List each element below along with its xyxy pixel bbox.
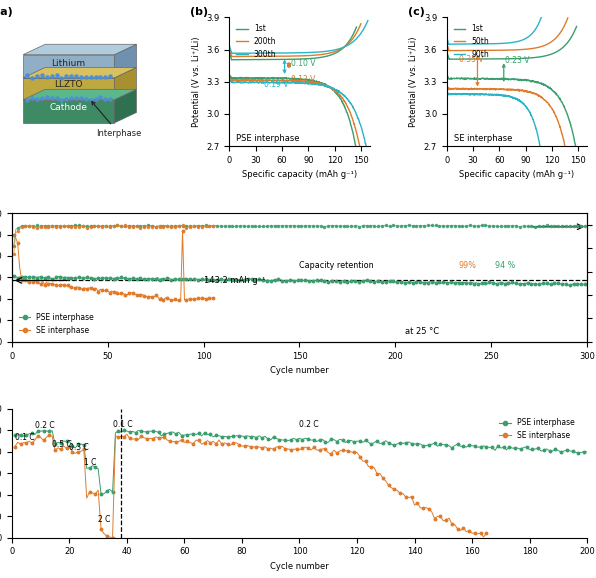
- Line: PSE interphase: PSE interphase: [14, 429, 588, 495]
- SE interphase: [117, 433, 125, 440]
- Text: (a): (a): [0, 7, 13, 17]
- PSE interphase: [98, 491, 105, 498]
- SE interphase: [46, 432, 53, 439]
- Polygon shape: [23, 90, 136, 100]
- Text: 0.5 C: 0.5 C: [52, 440, 72, 449]
- X-axis label: Cycle number: Cycle number: [270, 366, 329, 375]
- Text: 2 C: 2 C: [98, 515, 111, 524]
- Text: Interphase: Interphase: [92, 102, 141, 138]
- Text: 1 C: 1 C: [84, 458, 96, 466]
- PSE interphase: [11, 431, 18, 438]
- SE interphase: [11, 443, 18, 450]
- SE interphase: [10, 231, 17, 238]
- Text: at 25 °C: at 25 °C: [405, 327, 439, 336]
- Text: 94 %: 94 %: [495, 261, 516, 270]
- PSE interphase: [12, 273, 19, 280]
- Polygon shape: [114, 68, 136, 100]
- Text: Capacity retention: Capacity retention: [300, 261, 374, 270]
- PSE interphase: [169, 428, 176, 435]
- Text: 0.2 C: 0.2 C: [300, 420, 319, 429]
- Polygon shape: [23, 45, 136, 55]
- Text: SE interphase: SE interphase: [454, 134, 512, 143]
- PSE interphase: [560, 447, 567, 454]
- Y-axis label: Potential (V vs. Li⁺/Li): Potential (V vs. Li⁺/Li): [409, 36, 418, 127]
- PSE interphase: [541, 446, 548, 453]
- PSE interphase: [10, 273, 17, 280]
- Line: SE interphase: SE interphase: [14, 433, 488, 539]
- SE interphase: [34, 432, 41, 439]
- Polygon shape: [114, 45, 136, 78]
- PSE interphase: [361, 277, 368, 284]
- Text: (c): (c): [408, 7, 424, 17]
- Text: 99%: 99%: [458, 261, 477, 270]
- Line: SE interphase: SE interphase: [13, 230, 215, 302]
- Text: 0.10 V: 0.10 V: [291, 59, 315, 68]
- X-axis label: Specific capacity (mAh g⁻¹): Specific capacity (mAh g⁻¹): [460, 171, 575, 179]
- SE interphase: [164, 436, 171, 443]
- Polygon shape: [23, 68, 136, 78]
- Polygon shape: [114, 90, 136, 123]
- X-axis label: Specific capacity (mAh g⁻¹): Specific capacity (mAh g⁻¹): [242, 171, 357, 179]
- PSE interphase: [120, 427, 128, 434]
- Text: 0.35 V: 0.35 V: [459, 55, 484, 64]
- PSE interphase: [493, 280, 501, 287]
- PSE interphase: [46, 428, 53, 435]
- Polygon shape: [23, 78, 114, 100]
- Legend: PSE interphase, SE interphase: PSE interphase, SE interphase: [15, 310, 97, 338]
- Text: 0.3 C: 0.3 C: [69, 443, 89, 451]
- PSE interphase: [34, 428, 41, 435]
- Text: 0.2 C: 0.2 C: [35, 421, 55, 430]
- Legend: PSE interphase, SE interphase: PSE interphase, SE interphase: [496, 415, 578, 443]
- Text: 143.2 mAh g⁻¹: 143.2 mAh g⁻¹: [204, 276, 265, 286]
- Line: PSE interphase: PSE interphase: [13, 275, 588, 287]
- Y-axis label: Potential (V vs. Li⁺/Li): Potential (V vs. Li⁺/Li): [192, 36, 201, 127]
- Text: LLZTO: LLZTO: [54, 80, 82, 89]
- PSE interphase: [352, 277, 359, 284]
- PSE interphase: [123, 428, 131, 435]
- Text: Cathode: Cathode: [49, 103, 87, 112]
- Legend: 1st, 50th, 90th: 1st, 50th, 90th: [451, 21, 492, 62]
- Polygon shape: [23, 55, 114, 78]
- X-axis label: Cycle number: Cycle number: [270, 562, 329, 571]
- PSE interphase: [583, 449, 591, 455]
- Legend: 1st, 200th, 300th: 1st, 200th, 300th: [233, 21, 280, 62]
- Text: 0.1 C: 0.1 C: [113, 420, 132, 429]
- Text: Lithium: Lithium: [51, 59, 85, 68]
- PSE interphase: [530, 280, 537, 287]
- Text: PSE interphase: PSE interphase: [237, 134, 300, 143]
- PSE interphase: [564, 282, 572, 289]
- Text: (b): (b): [190, 7, 208, 17]
- Text: 0.19 V: 0.19 V: [265, 80, 289, 89]
- PSE interphase: [583, 280, 591, 287]
- Text: 0.1 C: 0.1 C: [15, 434, 35, 442]
- Polygon shape: [23, 100, 114, 123]
- SE interphase: [12, 235, 19, 242]
- PSE interphase: [350, 277, 357, 284]
- Text: 0.12 V: 0.12 V: [291, 75, 315, 84]
- Text: 0.23 V: 0.23 V: [505, 57, 529, 65]
